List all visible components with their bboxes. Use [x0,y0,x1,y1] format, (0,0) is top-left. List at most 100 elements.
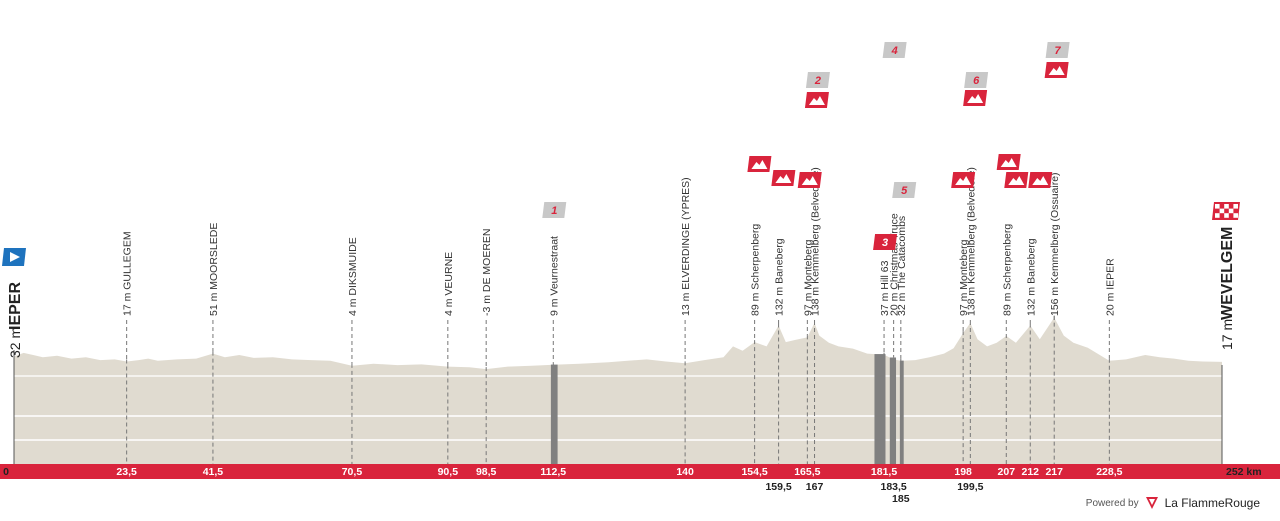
checker-square [1233,204,1238,209]
waypoint-label: 138 m Kemmelberg (Belvedere) [810,167,822,316]
climb-badge-icon [1044,62,1069,78]
checker-square [1224,204,1229,209]
sector-number-flag [873,234,898,250]
km-mark-below: 159,5 [765,481,791,493]
mountain-icon [775,174,792,183]
waypoint-label: 32 m The Catacombs [896,216,908,316]
sector-bar [874,354,886,464]
sector-number-label: 1 [551,205,557,217]
waypoint-label: 9 m Veurnestraat [548,236,560,316]
checker-square [1219,208,1225,214]
waypoint-label: 89 m Scherpenberg [1001,224,1013,316]
waypoint-label: 17 m GULLEGEM [122,231,134,316]
climb-badge-icon [963,90,988,106]
climb-badge-icon [804,92,829,108]
sector-number-label: 6 [973,75,980,87]
km-mark-below: 185 [892,493,910,505]
checker-square [1224,213,1229,218]
climb-badge-shape [996,154,1021,170]
waypoint-label: 51 m MOORSLEDE [208,223,220,316]
waypoint-label: 132 m Baneberg [774,238,786,316]
climb-badge-icon [747,156,772,172]
climb-badge-icon [951,172,976,188]
km-mark-label: 165,5 [794,466,820,478]
mountain-icon [808,96,825,105]
checker-square [1215,213,1220,218]
climb-badge-shape [1028,172,1053,188]
sector-bar [899,360,904,464]
sector-number-label: 3 [882,237,888,249]
waypoint-label: 37 m Hill 63 [879,260,891,316]
km-mark-label: 154,5 [741,466,767,478]
flamme-logo-icon [1145,497,1158,509]
km-mark-label: 207 [998,466,1016,478]
sector-number-label: 2 [814,75,821,87]
sector-bar [889,357,897,464]
climb-badge-shape [771,170,796,186]
checker-square [1215,204,1220,209]
climb-badge-shape [951,172,976,188]
mountain-icon [1008,176,1025,185]
km-mark-label: 23,5 [116,466,137,478]
climb-badge-icon [797,172,822,188]
km-mark-label: 181,5 [871,466,897,478]
climb-badge-icon [996,154,1021,170]
start-city-name: IEPER [7,282,24,330]
km-mark-label: 228,5 [1096,466,1122,478]
waypoint-label: 4 m VEURNE [443,252,455,316]
km-mark-label: 112,5 [540,466,566,478]
km-mark-label: 198 [954,466,972,478]
sector-number-flag [805,72,830,88]
mountain-icon [1048,66,1065,75]
mountain-icon [1032,176,1049,185]
play-icon [10,252,20,262]
waypoint-label: 97 m Monteberg [802,239,814,316]
km-mark-below: 167 [806,481,824,493]
km-zero-label: 0 [3,466,9,478]
brand-name: La FlammeRouge [1164,496,1260,510]
sector-bar [550,364,558,464]
powered-by-text: Powered by [1085,497,1139,509]
start-altitude: 32 m [7,327,23,358]
km-mark-label: 212 [1021,466,1039,478]
climb-badge-shape [797,172,822,188]
sector-number-flag [964,72,989,88]
km-mark-below: 199,5 [957,481,983,493]
waypoint-label: 13 m ELVERDINGE (YPRES) [680,177,692,316]
sector-number-flag [882,42,907,58]
mountain-icon [801,176,818,185]
km-total-label: 252 km [1226,466,1262,478]
checker-square [1233,213,1238,218]
checker-square [1228,208,1234,214]
waypoint-label: -3 m DE MOEREN [481,228,493,316]
climb-badge-shape [1004,172,1029,188]
waypoint-label: 156 m Kemmelberg (Ossuaire) [1049,172,1061,316]
climb-badge-shape [963,90,988,106]
km-mark-label: 90,5 [438,466,459,478]
km-mark-label: 217 [1045,466,1063,478]
km-mark-label: 98,5 [476,466,497,478]
sector-number-label: 5 [901,185,908,197]
waypoint-label: 89 m Scherpenberg [750,224,762,316]
waypoint-label: 97 m Monteberg [958,239,970,316]
elevation-profile-area [14,317,1222,376]
mountain-icon [1000,158,1017,167]
climb-badge-shape [804,92,829,108]
sector-number-flag [542,202,567,218]
profile-base-block [14,376,1222,464]
km-mark-below: 183,5 [880,481,906,493]
mountain-icon [955,176,972,185]
climb-badge-shape [1044,62,1069,78]
sector-number-flag [892,182,917,198]
climb-badge-icon [771,170,796,186]
finish-altitude: 17 m [1219,319,1235,350]
mountain-icon [967,94,984,103]
waypoint-label: 20 m IEPER [1104,258,1116,316]
km-band [0,464,1280,479]
sector-number-flag [1045,42,1070,58]
waypoint-label: 4 m DIKSMUIDE [347,237,359,316]
km-mark-label: 41,5 [203,466,224,478]
climb-badge-icon [1028,172,1053,188]
